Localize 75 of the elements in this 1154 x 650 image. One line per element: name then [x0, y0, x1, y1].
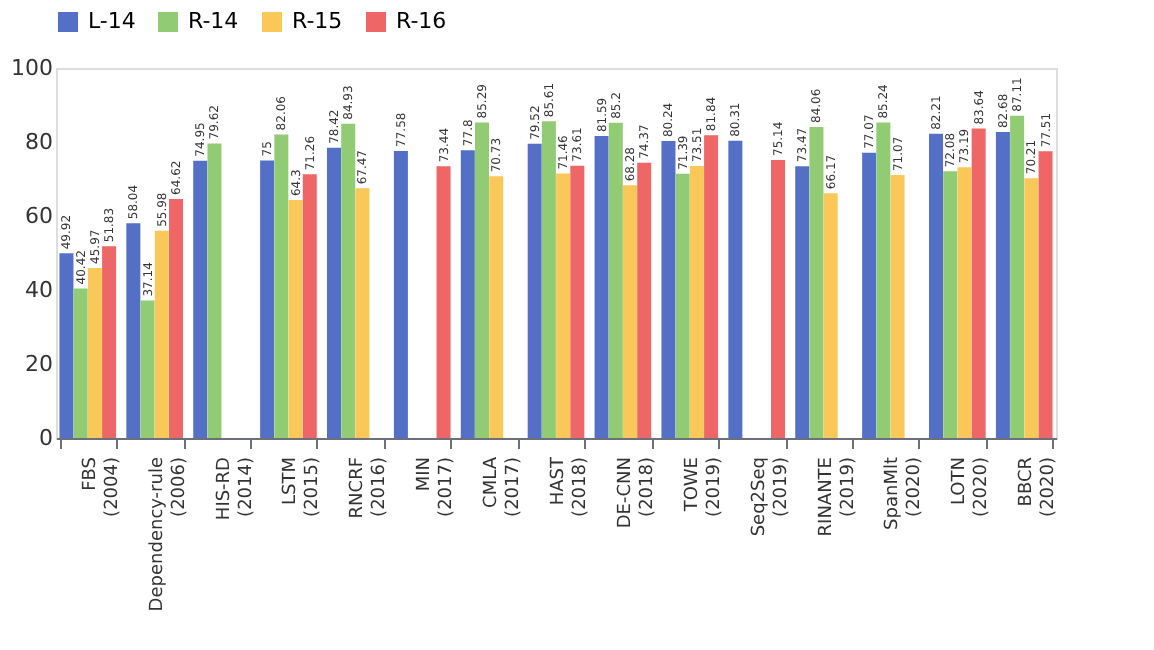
x-tick-label: MIN (2017): [415, 457, 458, 517]
bar: [59, 253, 74, 438]
bar: [608, 122, 623, 438]
bar: [140, 300, 155, 438]
bar: [795, 166, 810, 438]
x-tick-label: LOTN (2020): [950, 457, 993, 517]
bar: [957, 167, 972, 438]
y-tick-label: 20: [25, 351, 53, 377]
bar: [73, 288, 88, 438]
x-tick-label: SpanMlt (2020): [883, 456, 926, 530]
bar: [876, 122, 891, 438]
bar: [570, 165, 585, 438]
legend-label: L-14: [88, 8, 136, 34]
bar: [288, 200, 303, 438]
bar: [327, 147, 342, 438]
bar: [995, 132, 1010, 438]
bar: [770, 159, 785, 438]
legend-label: R-16: [396, 8, 447, 34]
legend-label: R-14: [188, 8, 239, 34]
bar: [637, 162, 652, 438]
bar: [1038, 151, 1053, 438]
bar: [556, 173, 571, 438]
bar: [623, 185, 637, 438]
bar: [943, 171, 958, 438]
bar: [704, 135, 719, 438]
bar: [661, 141, 676, 438]
bar: [102, 246, 117, 438]
bar: [971, 128, 986, 438]
y-tick-label: 40: [25, 277, 53, 303]
bar: [207, 143, 222, 438]
bar: [594, 136, 609, 438]
x-tick-label: TOWE (2019): [682, 456, 725, 517]
bar: [675, 173, 690, 438]
bar: [527, 143, 542, 438]
x-tick-label: HAST (2018): [549, 456, 591, 517]
bar: [541, 121, 556, 438]
bar: [890, 175, 905, 438]
bar: [728, 140, 743, 438]
y-tick-label: 0: [39, 425, 53, 451]
x-tick-label: DE-CNN (2018): [615, 457, 658, 529]
bar: [1024, 178, 1039, 438]
bar: [489, 176, 504, 438]
x-tick-label: RINANTE (2019): [816, 456, 859, 537]
bar: [862, 152, 877, 438]
bar: [260, 160, 275, 438]
y-tick-label: 60: [25, 203, 53, 229]
x-tick-label: FBS (2004): [80, 456, 123, 517]
bar: [87, 267, 102, 438]
legend-label: R-15: [292, 8, 343, 34]
bar: [823, 193, 838, 438]
bar: [341, 123, 356, 438]
bar: [929, 133, 944, 438]
bar: [393, 150, 408, 438]
bar: [460, 150, 475, 438]
bar: [168, 198, 183, 438]
bar: [1010, 115, 1025, 438]
x-tick-label: LSTM (2015): [281, 457, 324, 517]
bar: [193, 160, 208, 438]
bar: [355, 188, 370, 438]
bar: [689, 166, 704, 438]
bar: [126, 223, 141, 438]
bar: [302, 174, 317, 438]
x-tick-label: RNCRF (2016): [348, 457, 391, 519]
bar: [475, 122, 489, 438]
x-tick-label: HIS-RD (2014): [214, 456, 257, 521]
bar: [809, 126, 824, 438]
x-tick-label: CMLA (2017): [482, 455, 525, 517]
y-tick-label: 100: [11, 55, 53, 81]
x-tick-label: Dependency-rule (2006): [147, 456, 190, 612]
bar: [154, 230, 169, 438]
x-tick-label: Seq2Seq (2019): [749, 457, 792, 537]
bar: [274, 134, 289, 438]
y-tick-label: 80: [25, 129, 53, 155]
bar: [436, 166, 451, 438]
x-tick-label: BBCR (2020): [1017, 457, 1060, 517]
